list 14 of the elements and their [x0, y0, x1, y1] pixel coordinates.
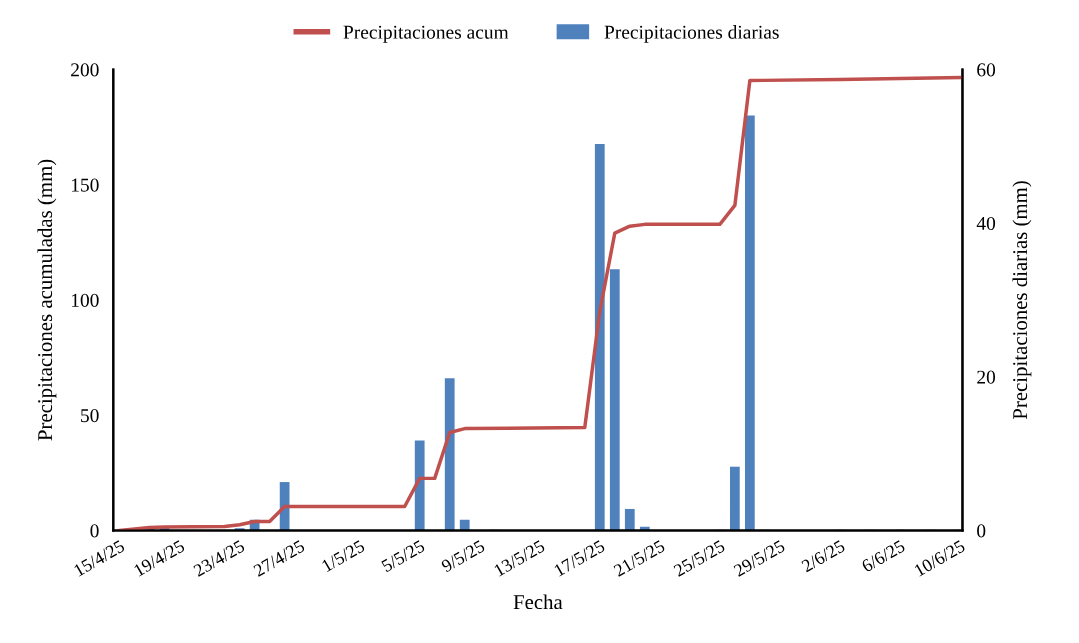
y-tick-label: 0: [90, 524, 99, 538]
y-tick-label: 200: [71, 63, 99, 77]
y2-tick-label: 0: [977, 524, 986, 538]
legend-label: Precipitaciones diarias: [604, 25, 779, 43]
x-axis-title: Fecha: [513, 594, 563, 610]
y2-tick-label: 40: [976, 216, 996, 231]
y-axis-title: Precipitaciones acumuladas (mm): [37, 159, 57, 441]
y2-tick-label: 60: [977, 63, 996, 77]
y2-tick-label: 20: [977, 370, 996, 384]
legend-label: Precipitaciones acum: [343, 25, 509, 43]
y-tick-label: 150: [71, 178, 99, 192]
y-tick-label: 50: [81, 409, 99, 423]
y-tick-label: 100: [71, 293, 99, 307]
y2-axis-title: Precipitaciones diarias (mm): [1012, 181, 1032, 420]
